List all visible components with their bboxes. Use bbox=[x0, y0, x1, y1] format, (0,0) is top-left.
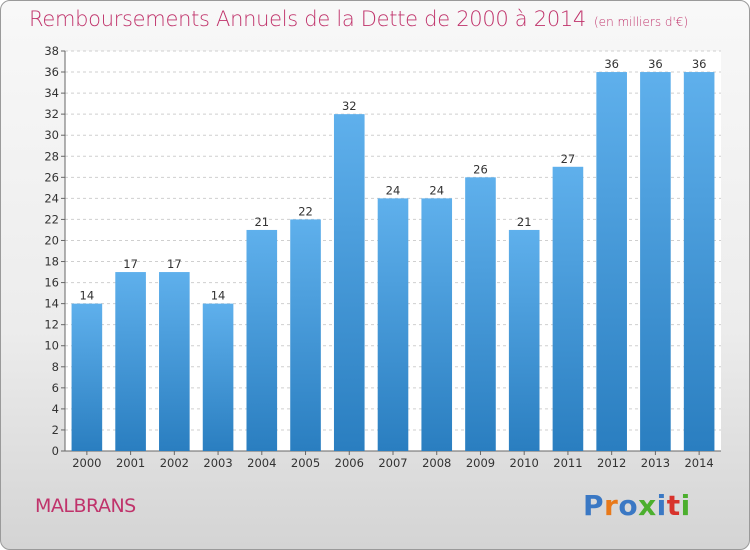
y-tick-label: 36 bbox=[44, 65, 59, 79]
y-tick-label: 0 bbox=[52, 444, 59, 458]
bar bbox=[159, 272, 190, 451]
chart-title: Remboursements Annuels de la Dette de 20… bbox=[29, 7, 688, 31]
x-tick-label: 2011 bbox=[553, 456, 582, 470]
y-tick-label: 32 bbox=[44, 107, 59, 121]
bar bbox=[115, 272, 146, 451]
y-tick-label: 6 bbox=[52, 381, 59, 395]
unit-note: (en milliers d'€) bbox=[594, 15, 689, 29]
x-tick-label: 2014 bbox=[684, 456, 713, 470]
logo-letter: o bbox=[618, 489, 639, 522]
y-tick-label: 26 bbox=[44, 170, 59, 184]
data-label: 27 bbox=[561, 152, 576, 166]
data-label: 21 bbox=[517, 215, 532, 229]
y-tick-label: 8 bbox=[52, 360, 59, 374]
bar bbox=[683, 72, 715, 451]
y-tick-label: 14 bbox=[44, 297, 59, 311]
x-tick-label: 2013 bbox=[641, 456, 670, 470]
bar bbox=[421, 198, 453, 451]
y-tick-label: 20 bbox=[44, 233, 59, 247]
y-tick-label: 30 bbox=[44, 128, 59, 142]
x-tick-label: 2004 bbox=[247, 456, 276, 470]
y-tick-label: 18 bbox=[44, 255, 59, 269]
y-tick-label: 28 bbox=[44, 149, 59, 163]
data-label: 14 bbox=[211, 289, 226, 303]
x-tick-label: 2012 bbox=[597, 456, 626, 470]
data-label: 24 bbox=[429, 183, 444, 197]
y-tick-label: 16 bbox=[44, 276, 59, 290]
data-label: 14 bbox=[80, 289, 95, 303]
proxiti-logo: Proxiti bbox=[583, 489, 691, 522]
logo-letter: r bbox=[604, 489, 619, 522]
y-tick-label: 24 bbox=[44, 191, 59, 205]
x-tick-label: 2009 bbox=[466, 456, 495, 470]
x-tick-label: 2000 bbox=[72, 456, 101, 470]
data-label: 22 bbox=[298, 204, 313, 218]
bar bbox=[508, 229, 540, 451]
logo-letter: i bbox=[680, 489, 691, 522]
bar bbox=[333, 114, 365, 451]
data-label: 17 bbox=[123, 257, 138, 271]
y-tick-label: 10 bbox=[44, 339, 59, 353]
y-tick-label: 38 bbox=[44, 44, 59, 58]
title-text: Remboursements Annuels de la Dette de 20… bbox=[29, 7, 586, 31]
bar bbox=[640, 72, 671, 451]
logo-letter: P bbox=[583, 489, 605, 522]
logo-letter: t bbox=[666, 489, 681, 522]
data-label: 36 bbox=[648, 57, 663, 71]
y-tick-label: 2 bbox=[52, 423, 59, 437]
bar bbox=[377, 198, 409, 451]
x-tick-label: 2010 bbox=[510, 456, 539, 470]
x-tick-label: 2001 bbox=[116, 456, 145, 470]
data-label: 32 bbox=[342, 99, 357, 113]
x-tick-label: 2002 bbox=[160, 456, 189, 470]
bar bbox=[71, 303, 103, 451]
logo-letter: x bbox=[638, 489, 657, 522]
bar bbox=[202, 303, 234, 451]
data-label: 36 bbox=[692, 57, 707, 71]
logo-letter: i bbox=[656, 489, 667, 522]
x-tick-label: 2008 bbox=[422, 456, 451, 470]
data-label: 24 bbox=[386, 183, 401, 197]
data-label: 21 bbox=[254, 215, 269, 229]
bar bbox=[246, 229, 278, 451]
bar bbox=[596, 72, 627, 451]
data-label: 36 bbox=[604, 57, 619, 71]
bar bbox=[465, 177, 496, 451]
x-tick-label: 2006 bbox=[335, 456, 364, 470]
x-tick-label: 2003 bbox=[203, 456, 232, 470]
bar bbox=[552, 166, 584, 451]
data-label: 26 bbox=[473, 162, 488, 176]
y-tick-label: 22 bbox=[44, 212, 59, 226]
bar bbox=[290, 219, 321, 451]
x-tick-label: 2005 bbox=[291, 456, 320, 470]
place-name: MALBRANS bbox=[35, 495, 136, 517]
y-tick-label: 12 bbox=[44, 318, 59, 332]
x-tick-label: 2007 bbox=[378, 456, 407, 470]
data-label: 17 bbox=[167, 257, 182, 271]
y-tick-label: 34 bbox=[44, 86, 59, 100]
y-tick-label: 4 bbox=[52, 402, 59, 416]
